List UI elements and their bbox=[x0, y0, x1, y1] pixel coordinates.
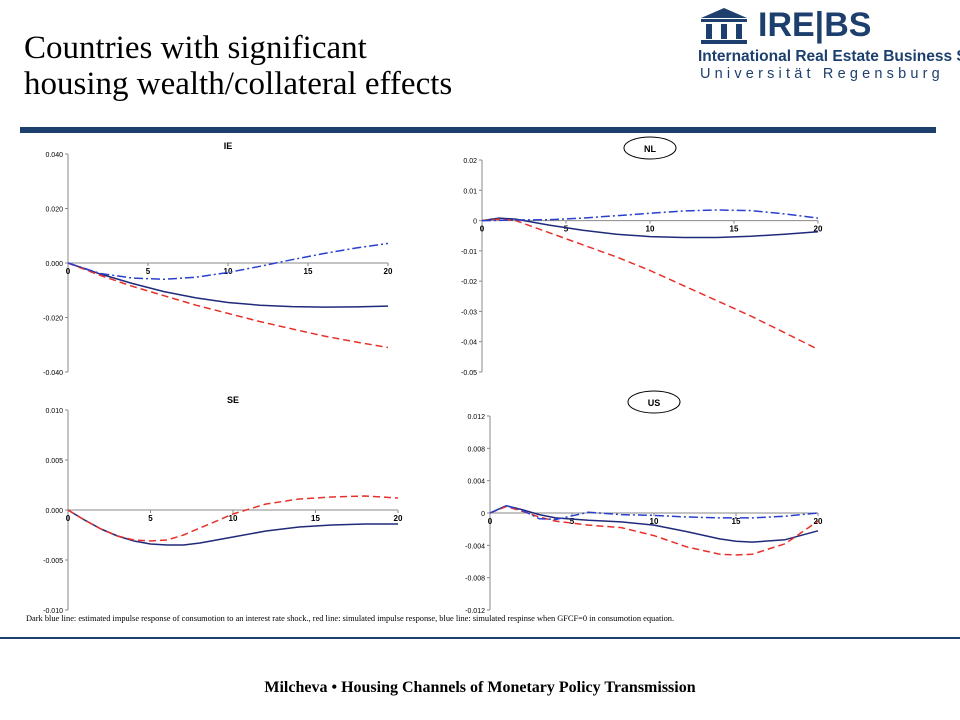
y-tick-label: 0.000 bbox=[45, 508, 63, 515]
y-tick-label: 0.020 bbox=[45, 207, 63, 214]
y-tick-label: 0.012 bbox=[467, 414, 485, 421]
series-line-gfcf-zero bbox=[67, 242, 389, 281]
series-line-gfcf-zero bbox=[481, 209, 819, 222]
logo-school-name: International Real Estate Business Schoo… bbox=[698, 48, 960, 65]
chart-caption: Dark blue line: estimated impulse respon… bbox=[26, 614, 675, 623]
x-tick-label: 5 bbox=[148, 514, 153, 523]
footer-text: Milcheva • Housing Channels of Monetary … bbox=[264, 679, 696, 696]
x-tick-label: 5 bbox=[564, 225, 569, 234]
x-tick-label: 15 bbox=[304, 267, 313, 276]
chart-title: IE bbox=[224, 141, 233, 151]
y-tick-label: -0.04 bbox=[461, 340, 477, 347]
y-tick-label: -0.008 bbox=[465, 576, 485, 583]
x-tick-label: 20 bbox=[814, 225, 823, 234]
y-tick-label: 0.000 bbox=[45, 261, 63, 268]
series-line-estimated bbox=[481, 217, 819, 239]
y-tick-label: -0.05 bbox=[461, 370, 477, 377]
series-line-simulated bbox=[67, 262, 389, 349]
y-tick-label: -0.02 bbox=[461, 279, 477, 286]
chart-title-badge bbox=[627, 390, 681, 414]
series-line-estimated bbox=[489, 504, 819, 543]
x-tick-label: 15 bbox=[730, 225, 739, 234]
y-tick-label: 0.02 bbox=[463, 158, 477, 165]
chart-title-badge bbox=[623, 136, 677, 160]
y-tick-label: 0.005 bbox=[45, 458, 63, 465]
x-tick-label: 0 bbox=[66, 514, 71, 523]
x-tick-label: 20 bbox=[394, 514, 403, 523]
slide-title: Countries with significant housing wealt… bbox=[24, 30, 452, 102]
header-divider bbox=[20, 127, 936, 133]
series-line-gfcf-zero bbox=[489, 504, 819, 521]
x-tick-label: 5 bbox=[146, 267, 151, 276]
y-tick-label: 0.01 bbox=[463, 188, 477, 195]
chart-us: US 0.012 0.008 0.004 0 -0.004 -0.008 -0.012 0 5 10… bbox=[465, 390, 823, 615]
logo: IRE|BS International Real Estate Busines… bbox=[698, 6, 960, 84]
chart-nl: NL 0.02 0.01 0 -0.01 -0.02 -0.03 -0.04 -0.05 0 5 10… bbox=[461, 136, 823, 377]
footer-divider bbox=[0, 637, 960, 639]
x-tick-label: 0 bbox=[480, 225, 485, 234]
chart-title: US bbox=[648, 398, 661, 408]
x-tick-label: 15 bbox=[311, 514, 320, 523]
series-line-simulated bbox=[67, 495, 399, 542]
x-tick-label: 5 bbox=[570, 517, 575, 526]
y-tick-label: -0.005 bbox=[43, 558, 63, 565]
series-line-simulated bbox=[481, 218, 819, 350]
y-tick-label: 0.010 bbox=[45, 408, 63, 415]
x-tick-label: 10 bbox=[224, 267, 233, 276]
chart-title: SE bbox=[227, 395, 239, 405]
logo-university-name: Universität Regensburg bbox=[700, 66, 944, 82]
y-tick-label: 0.008 bbox=[467, 446, 485, 453]
y-tick-label: 0.004 bbox=[467, 479, 485, 486]
x-tick-label: 20 bbox=[384, 267, 393, 276]
x-tick-label: 0 bbox=[488, 517, 493, 526]
chart-title: NL bbox=[644, 144, 656, 154]
y-tick-label: -0.040 bbox=[43, 370, 63, 377]
x-tick-label: 10 bbox=[650, 517, 659, 526]
y-tick-label: 0.040 bbox=[45, 152, 63, 159]
x-tick-label: 0 bbox=[66, 267, 71, 276]
y-tick-label: -0.004 bbox=[465, 543, 485, 550]
y-tick-label: 0 bbox=[473, 219, 477, 226]
building-columns-icon bbox=[701, 8, 747, 44]
logo-name: IRE|BS bbox=[758, 6, 872, 44]
slide-title-line1: Countries with significant bbox=[24, 30, 367, 66]
y-tick-label: 0 bbox=[481, 511, 485, 518]
y-tick-label: -0.012 bbox=[465, 608, 485, 615]
x-tick-label: 10 bbox=[646, 225, 655, 234]
chart-ie: IE 0.040 0.020 0.000 -0.020 -0.040 0 5 10 15 20 bbox=[43, 141, 393, 377]
chart-se: SE 0.010 0.005 0.000 -0.005 -0.010 0 5 10 15 20 bbox=[43, 395, 403, 615]
y-tick-label: -0.03 bbox=[461, 309, 477, 316]
x-tick-label: 10 bbox=[229, 514, 238, 523]
series-line-estimated bbox=[67, 262, 389, 308]
slide-title-line2: housing wealth/collateral effects bbox=[24, 66, 453, 102]
x-tick-label: 15 bbox=[732, 517, 741, 526]
y-tick-label: -0.010 bbox=[43, 608, 63, 615]
y-tick-label: -0.020 bbox=[43, 316, 63, 323]
y-tick-label: -0.01 bbox=[461, 249, 477, 256]
